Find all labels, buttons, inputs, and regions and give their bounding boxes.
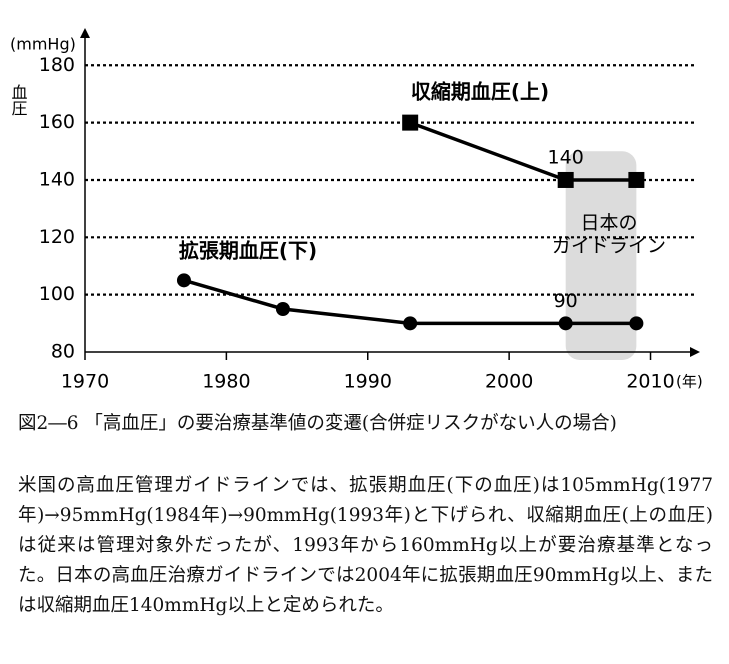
circle-marker — [403, 316, 418, 331]
guideline-band — [565, 151, 637, 360]
y-axis-arrow — [80, 28, 90, 38]
circle-marker — [176, 273, 191, 288]
x-axis-arrow — [690, 347, 700, 357]
y-label: 血圧 — [9, 84, 28, 116]
square-marker — [402, 114, 419, 131]
caption-body: 米国の高血圧管理ガイドラインでは、拡張期血圧(下の血圧)は105mmHg(197… — [18, 475, 713, 616]
caption-title: 図2―6 「高血圧」の要治療基準値の変遷(合併症リスクがない人の場合) — [18, 413, 617, 434]
circle-marker — [275, 301, 290, 316]
y-tick-label: 100 — [39, 283, 75, 305]
x-tick-label: 1970 — [61, 371, 109, 393]
series-label: 収縮期血圧(上) — [411, 80, 549, 104]
y-tick-label: 80 — [51, 341, 75, 363]
square-marker — [628, 171, 645, 188]
y-tick-label: 140 — [39, 168, 75, 190]
x-tick-label: 1980 — [202, 371, 250, 393]
x-tick-label: 1990 — [344, 371, 392, 393]
series-label: 拡張期血圧(下) — [179, 239, 317, 263]
y-tick-label: 160 — [39, 111, 75, 133]
band-label: ガイドライン — [552, 235, 666, 257]
square-marker — [557, 171, 574, 188]
y-tick-label: 120 — [39, 226, 75, 248]
data-label: 140 — [548, 146, 584, 168]
y-tick-label: 180 — [39, 54, 75, 76]
circle-marker — [558, 316, 573, 331]
data-label: 90 — [554, 290, 578, 312]
circle-marker — [629, 316, 644, 331]
band-label: 日本の — [581, 212, 638, 234]
x-unit: (年) — [676, 373, 703, 391]
y-unit: (mmHg) — [10, 35, 76, 54]
x-tick-label: 2000 — [485, 371, 533, 393]
x-tick-label: 2010 — [626, 371, 674, 393]
